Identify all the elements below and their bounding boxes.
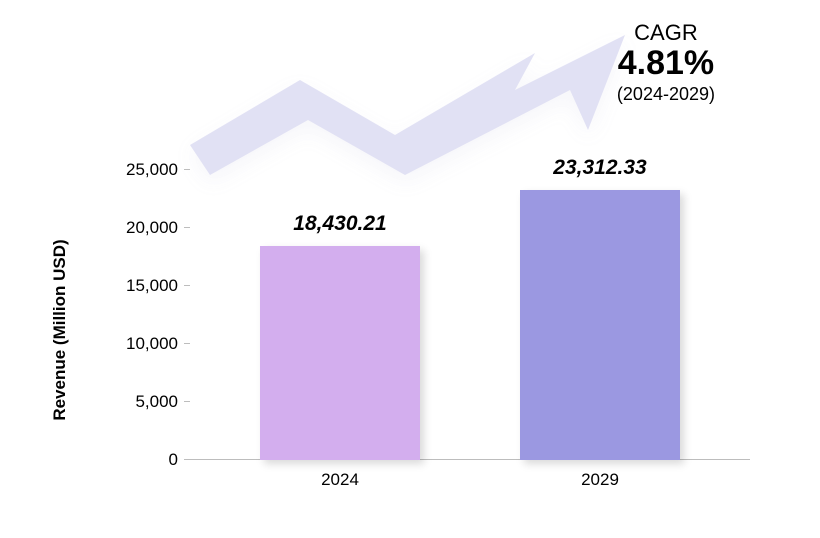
bar: 23,312.33 [520, 190, 680, 460]
bar: 18,430.21 [260, 246, 420, 460]
bar-value-label: 23,312.33 [553, 156, 646, 180]
cagr-period: (2024-2029) [617, 84, 715, 105]
cagr-value: 4.81% [617, 46, 715, 82]
y-tick-label: 10,000 [126, 334, 190, 354]
plot-area: 05,00010,00015,00020,00025,00018,430.212… [190, 170, 750, 460]
x-category-label: 2029 [581, 470, 619, 490]
cagr-callout: CAGR 4.81% (2024-2029) [617, 20, 715, 105]
bar-value-label: 18,430.21 [293, 212, 386, 236]
y-tick-label: 5,000 [135, 392, 190, 412]
cagr-label: CAGR [617, 20, 715, 46]
chart-container: CAGR 4.81% (2024-2029) Revenue (Million … [0, 0, 820, 538]
y-tick-label: 25,000 [126, 160, 190, 180]
x-category-label: 2024 [321, 470, 359, 490]
y-tick-label: 0 [169, 450, 190, 470]
y-tick-label: 20,000 [126, 218, 190, 238]
y-axis-label: Revenue (Million USD) [50, 239, 70, 420]
y-tick-label: 15,000 [126, 276, 190, 296]
